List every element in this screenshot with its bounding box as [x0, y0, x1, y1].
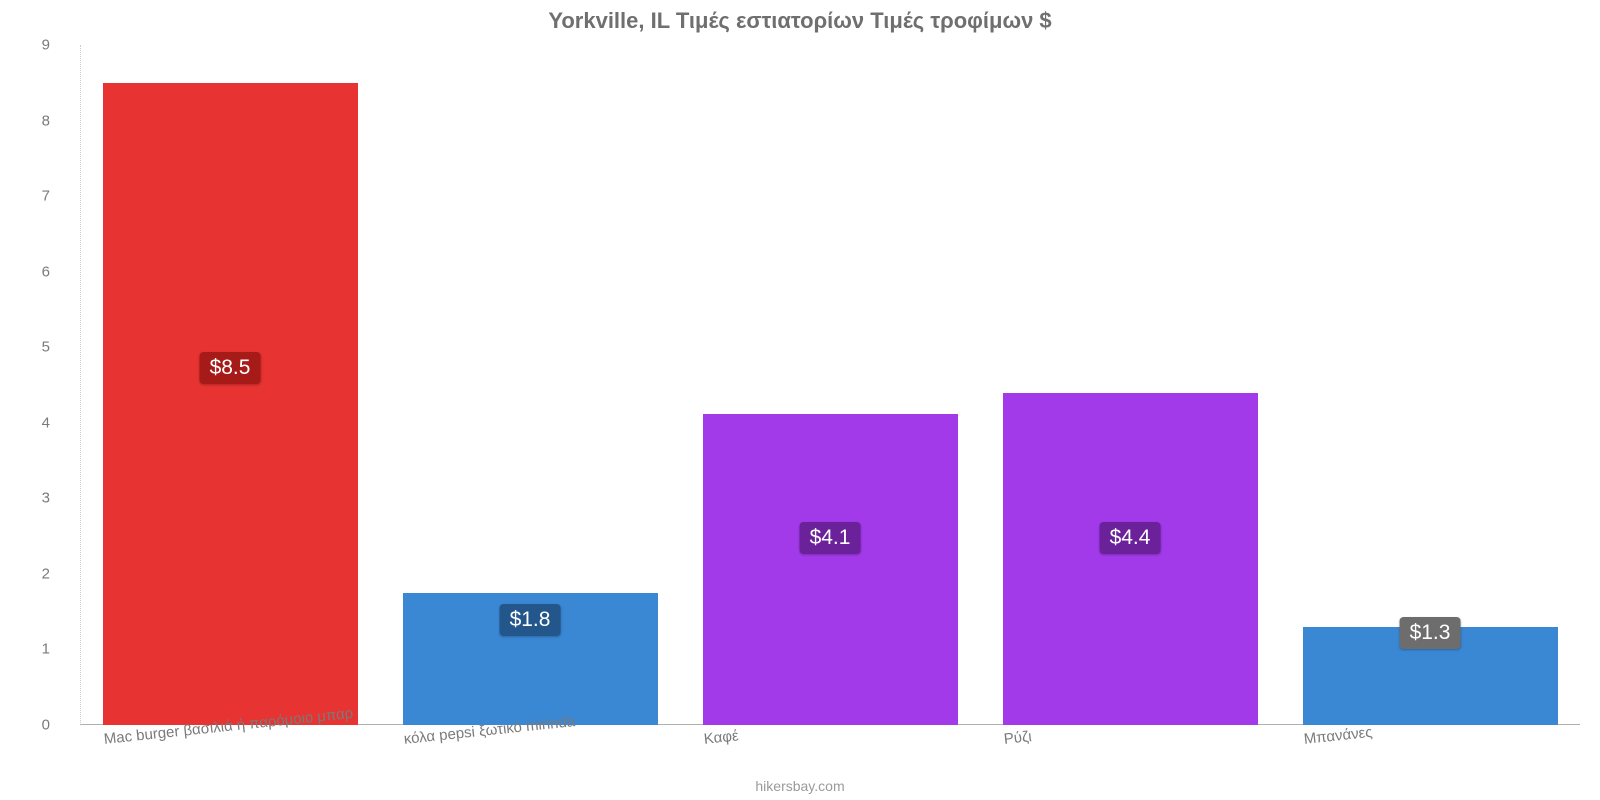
bar-value-label: $8.5 [200, 352, 261, 384]
x-tick-label: Μπανάνες [1303, 724, 1373, 748]
y-tick-label: 7 [10, 188, 50, 205]
bar [703, 414, 958, 725]
y-tick-label: 3 [10, 490, 50, 507]
bar-value-label: $1.3 [1400, 617, 1461, 649]
x-tick-label: Καφέ [703, 727, 740, 748]
y-tick-label: 8 [10, 112, 50, 129]
chart-title: Yorkville, IL Τιμές εστιατορίων Τιμές τρ… [0, 8, 1600, 34]
plot-area: 0123456789$8.5Mac burger βασιλιά ή παρόμ… [80, 45, 1580, 725]
y-tick-label: 1 [10, 641, 50, 658]
x-tick-label: Ρύζι [1003, 728, 1033, 748]
bar-value-label: $4.4 [1100, 522, 1161, 554]
y-axis-line [80, 45, 81, 725]
y-tick-label: 4 [10, 414, 50, 431]
bar-value-label: $1.8 [500, 604, 561, 636]
footer-credit: hikersbay.com [0, 778, 1600, 794]
y-tick-label: 5 [10, 339, 50, 356]
y-tick-label: 0 [10, 717, 50, 734]
bar-chart: Yorkville, IL Τιμές εστιατορίων Τιμές τρ… [0, 0, 1600, 800]
y-tick-label: 2 [10, 565, 50, 582]
bar [103, 83, 358, 725]
bar-value-label: $4.1 [800, 522, 861, 554]
bar [1003, 393, 1258, 725]
y-tick-label: 6 [10, 263, 50, 280]
y-tick-label: 9 [10, 37, 50, 54]
